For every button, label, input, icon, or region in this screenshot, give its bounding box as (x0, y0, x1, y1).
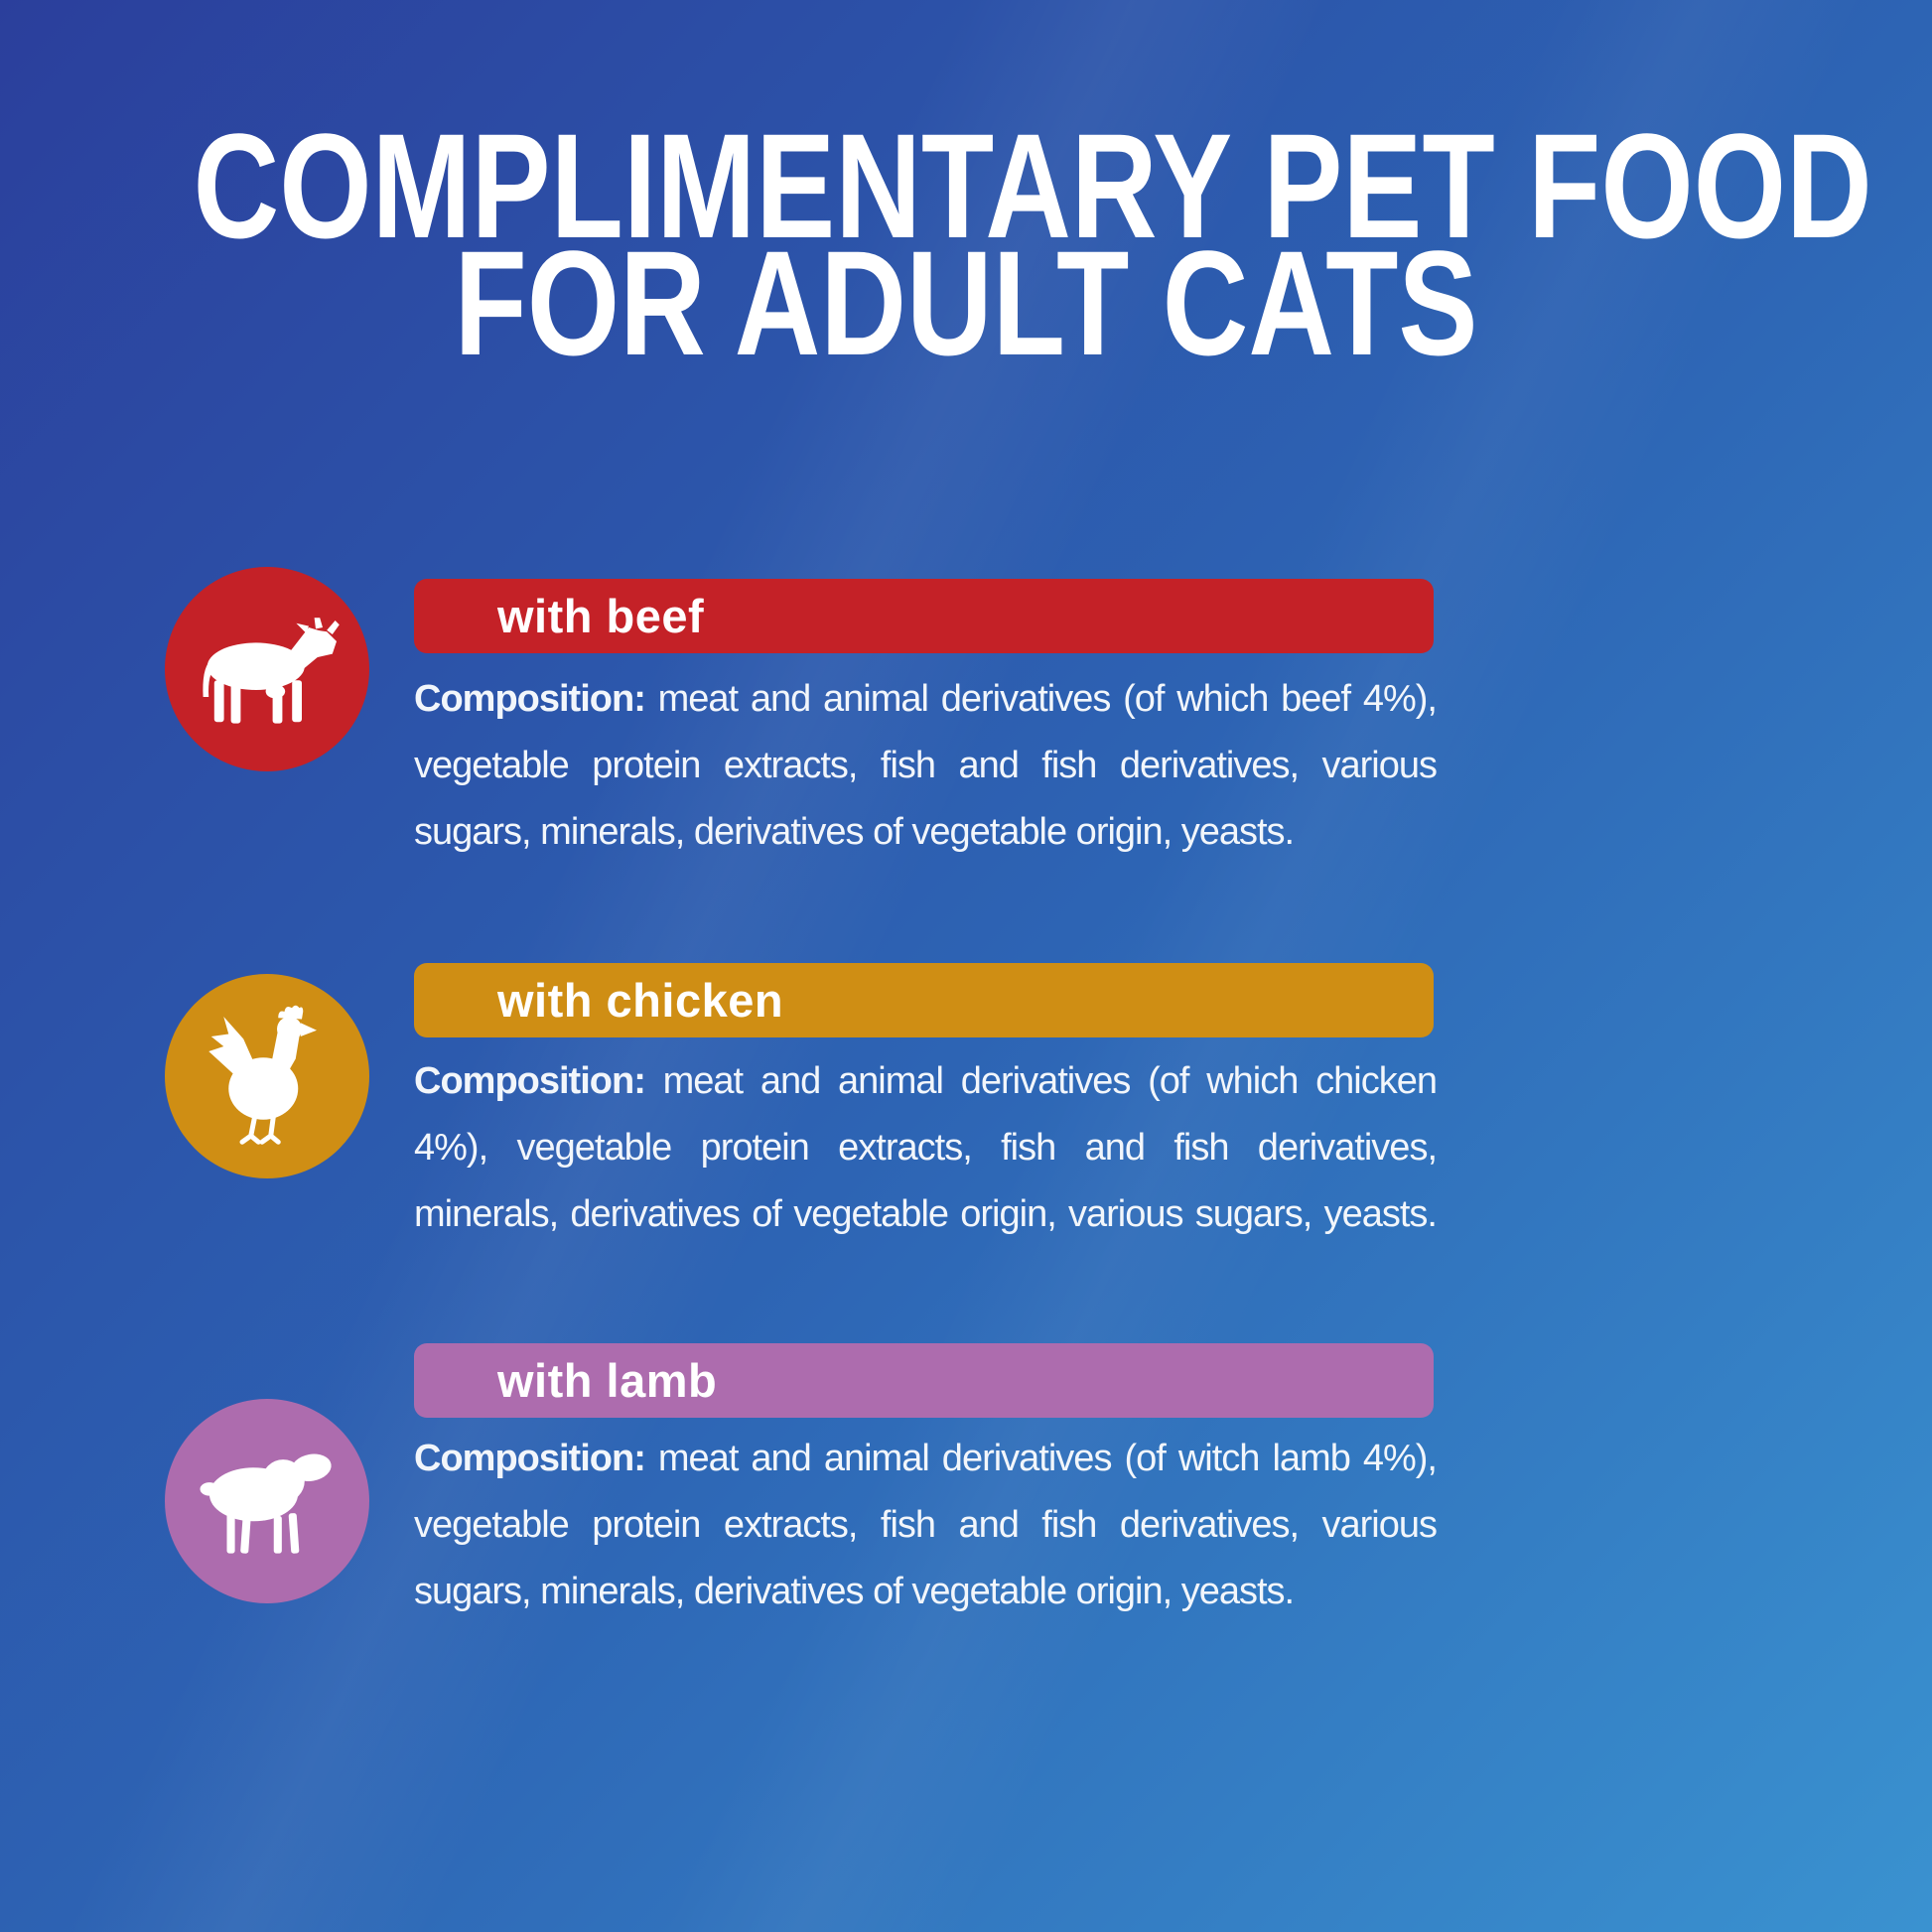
composition-justified-lines: Composition: meat and animal derivatives… (414, 1426, 1438, 1559)
beef-label-bar: with beef (414, 579, 1434, 653)
title-line-1: COMPLIMENTARY PET FOOD (193, 102, 1872, 269)
composition-label: Composition: (414, 1060, 646, 1102)
composition-line-3: sugars, minerals, derivatives of vegetab… (414, 1571, 1295, 1612)
composition-line-2: vegetable protein extracts, fish and fis… (414, 1504, 1438, 1546)
composition-line-3: sugars, minerals, derivatives of vegetab… (414, 811, 1295, 853)
chicken-label-bar: with chicken (414, 963, 1434, 1037)
beef-icon-badge (165, 567, 369, 771)
composition-label: Composition: (414, 1438, 646, 1479)
composition-paragraph-beef: Composition: meat and animal derivatives… (414, 666, 1438, 866)
composition-line-1: meat and animal derivatives (of which be… (644, 678, 1438, 720)
lamb-icon (200, 1453, 332, 1554)
composition-line-3: minerals, derivatives of vegetable origi… (414, 1193, 1438, 1235)
composition-paragraph-lamb: Composition: meat and animal derivatives… (414, 1426, 1438, 1625)
composition-line-2: vegetable protein extracts, fish and fis… (414, 745, 1438, 786)
lamb-icon-badge (165, 1399, 369, 1603)
composition-line-1: meat and animal derivatives (of which ch… (644, 1060, 1438, 1102)
page-title: COMPLIMENTARY PET FOOD FOR ADULT CATS (194, 111, 1872, 377)
variant-label-beef: with beef (497, 590, 705, 642)
cow-icon (203, 618, 340, 724)
composition-line-2: 4%), vegetable protein extracts, fish an… (414, 1127, 1438, 1169)
title-line-2: FOR ADULT CATS (454, 219, 1478, 386)
chicken-icon-badge (165, 974, 369, 1178)
composition-justified-lines: Composition: meat and animal derivatives… (414, 666, 1438, 799)
variant-label-lamb: with lamb (497, 1354, 718, 1407)
composition-paragraph-chicken: Composition: meat and animal derivatives… (414, 1048, 1438, 1248)
lamb-label-bar: with lamb (414, 1343, 1434, 1418)
chicken-icon (208, 1005, 317, 1145)
composition-line-1: meat and animal derivatives (of witch la… (644, 1438, 1438, 1479)
variant-label-chicken: with chicken (497, 974, 784, 1027)
composition-justified-lines: Composition: meat and animal derivatives… (414, 1048, 1438, 1248)
composition-label: Composition: (414, 678, 646, 720)
